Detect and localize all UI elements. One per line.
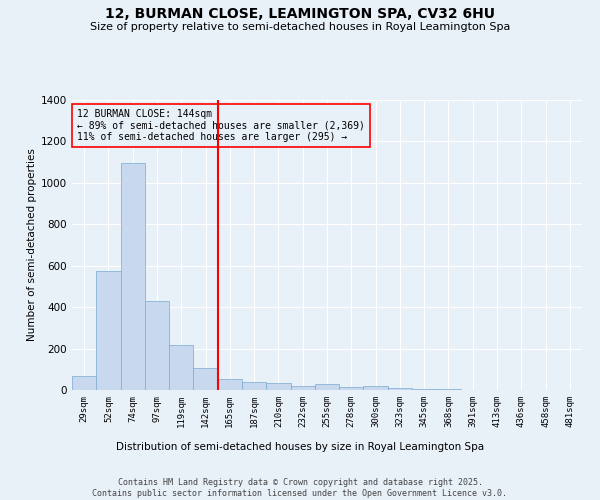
Bar (193, 368, 218, 390)
Bar (339, 387, 364, 390)
Text: 12 BURMAN CLOSE: 144sqm
← 89% of semi-detached houses are smaller (2,369)
11% of: 12 BURMAN CLOSE: 144sqm ← 89% of semi-de… (77, 108, 365, 142)
Bar (145, 301, 169, 390)
Bar (290, 386, 315, 390)
Y-axis label: Number of semi-detached properties: Number of semi-detached properties (27, 148, 37, 342)
Text: Contains HM Land Registry data © Crown copyright and database right 2025.
Contai: Contains HM Land Registry data © Crown c… (92, 478, 508, 498)
Bar (315, 384, 339, 390)
Bar (96, 271, 121, 390)
Bar (388, 388, 412, 390)
Bar (169, 346, 193, 390)
Text: 12, BURMAN CLOSE, LEAMINGTON SPA, CV32 6HU: 12, BURMAN CLOSE, LEAMINGTON SPA, CV32 6… (105, 8, 495, 22)
Bar (436, 389, 461, 390)
Bar (266, 383, 290, 390)
Bar (218, 378, 242, 390)
Text: Distribution of semi-detached houses by size in Royal Leamington Spa: Distribution of semi-detached houses by … (116, 442, 484, 452)
Bar (72, 376, 96, 390)
Bar (121, 163, 145, 390)
Bar (364, 386, 388, 390)
Bar (412, 389, 436, 390)
Text: Size of property relative to semi-detached houses in Royal Leamington Spa: Size of property relative to semi-detach… (90, 22, 510, 32)
Bar (242, 382, 266, 390)
